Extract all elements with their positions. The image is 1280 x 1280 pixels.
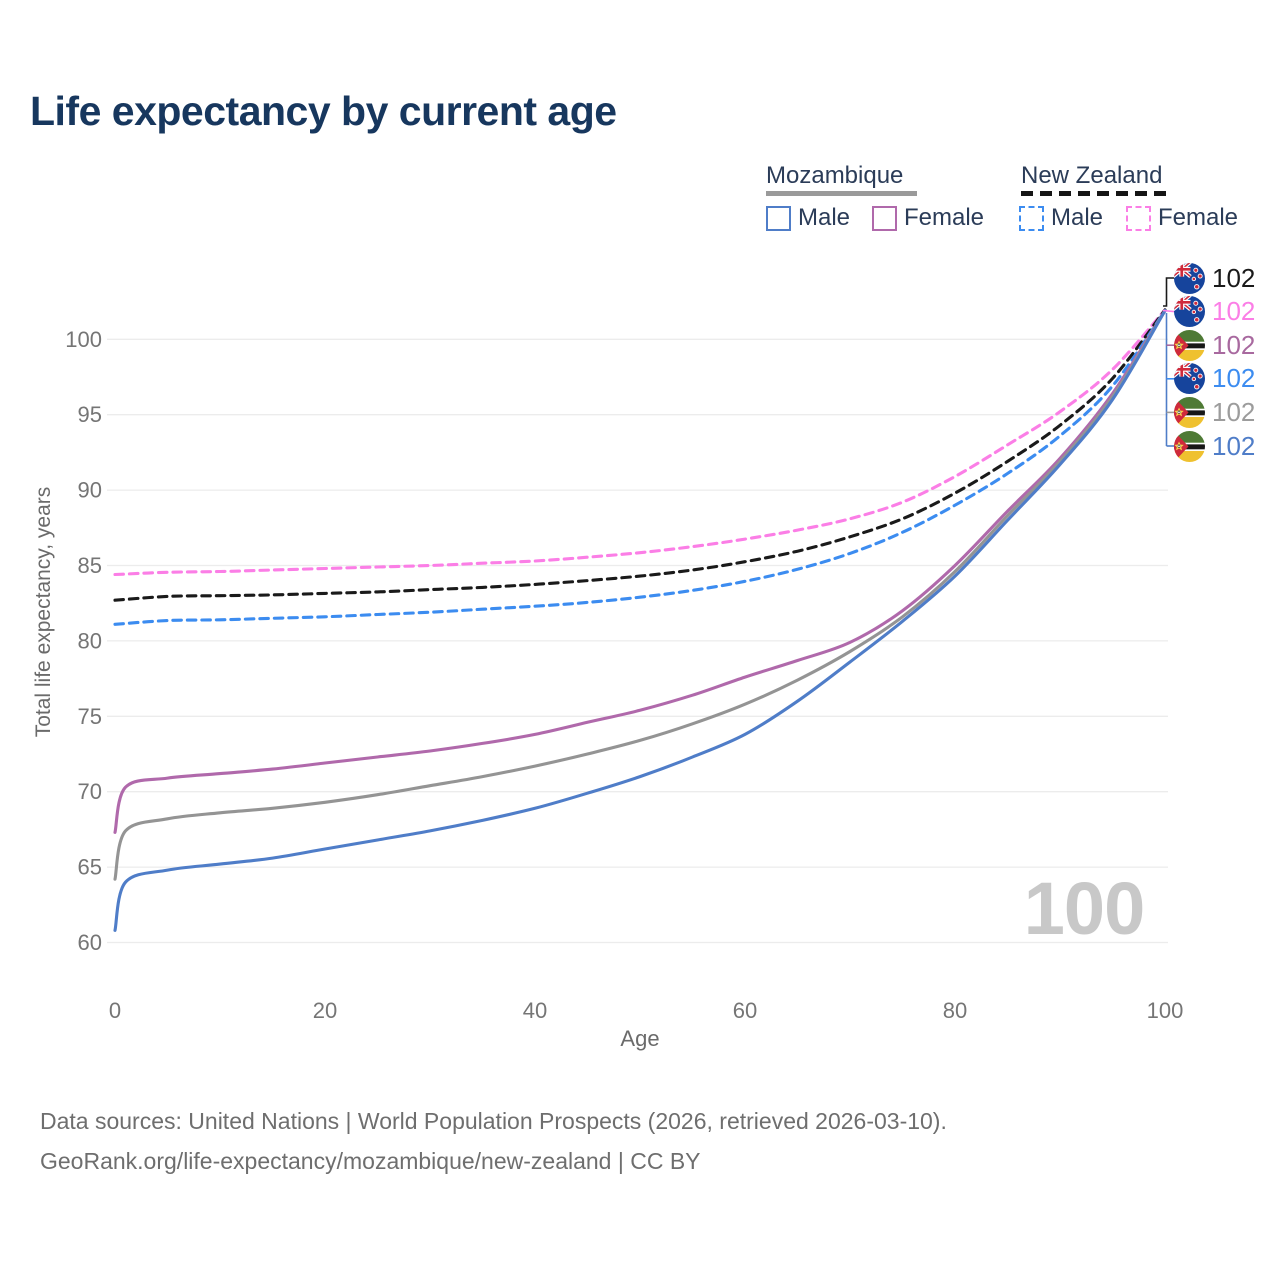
- legend-swatch-solid-blue-icon: [766, 205, 791, 231]
- series-line-mozambique-male: [113, 309, 1167, 932]
- footer-data-sources: Data sources: United Nations | World Pop…: [40, 1108, 947, 1134]
- end-label-row: 102: [1174, 262, 1256, 294]
- legend-underline-dashed: [1021, 191, 1170, 196]
- series-line-mozambique-female: [113, 309, 1167, 834]
- endpoint-value-label: 102: [1212, 396, 1256, 427]
- x-tick-label: 20: [313, 998, 337, 1023]
- x-tick-label: 100: [1147, 998, 1184, 1023]
- x-tick-label: 40: [523, 998, 547, 1023]
- endpoint-value-label: 102: [1212, 262, 1256, 293]
- y-tick-label: 60: [78, 930, 102, 955]
- series-line-new-zealand-male: [113, 309, 1167, 626]
- legend-item-label: Male: [1051, 204, 1104, 231]
- legend-item-label: Female: [1158, 204, 1239, 231]
- end-label-row: 102: [1174, 396, 1256, 428]
- hover-age-watermark: 100: [1023, 867, 1145, 950]
- series-line-new-zealand-total: [113, 308, 1167, 602]
- endpoint-value-label: 102: [1212, 430, 1256, 461]
- mozambique-flag-icon: [1174, 430, 1205, 462]
- footer-attribution: GeoRank.org/life-expectancy/mozambique/n…: [40, 1148, 701, 1174]
- new-zealand-flag-icon: [1174, 262, 1205, 294]
- legend-item-mozambique-male[interactable]: Male: [766, 204, 850, 232]
- x-axis-title: Age: [620, 1026, 660, 1051]
- y-tick-label: 65: [78, 855, 102, 880]
- legend-swatch-dashed-blue-icon: [1019, 205, 1044, 231]
- y-tick-label: 70: [78, 779, 102, 804]
- mozambique-flag-icon: [1174, 329, 1205, 361]
- y-tick-label: 80: [78, 628, 102, 653]
- page-title: Life expectancy by current age: [30, 88, 617, 134]
- y-tick-label: 100: [65, 327, 102, 352]
- endpoint-value-label: 102: [1212, 329, 1256, 360]
- mozambique-flag-icon: [1174, 396, 1205, 428]
- legend-item-label: Male: [798, 204, 851, 231]
- legend-swatch-solid-purple-icon: [872, 205, 897, 231]
- legend-swatch-dashed-pink-icon: [1126, 205, 1151, 231]
- x-tick-label: 0: [109, 998, 121, 1023]
- y-tick-label: 95: [78, 402, 102, 427]
- new-zealand-flag-icon: [1174, 363, 1205, 395]
- series-line-new-zealand-female: [113, 308, 1167, 577]
- endpoint-value-label: 102: [1212, 363, 1256, 394]
- y-tick-label: 90: [78, 478, 102, 503]
- new-zealand-flag-icon: [1174, 296, 1205, 328]
- legend-group-title-new-zealand: New Zealand: [1021, 162, 1163, 189]
- series-line-mozambique-total: [113, 309, 1167, 881]
- leader-line: [1162, 309, 1175, 313]
- legend-item-mozambique-female[interactable]: Female: [872, 204, 984, 232]
- end-label-row: 102: [1174, 329, 1256, 361]
- legend-group-title-mozambique: Mozambique: [766, 162, 904, 189]
- end-label-row: 102: [1174, 430, 1256, 462]
- leader-line: [1163, 277, 1174, 307]
- y-axis-title: Total life expectancy, years: [32, 486, 55, 738]
- x-tick-label: 60: [733, 998, 757, 1023]
- x-tick-label: 80: [943, 998, 967, 1023]
- endpoint-value-label: 102: [1212, 296, 1256, 327]
- legend-item-new-zealand-female[interactable]: Female: [1126, 204, 1238, 232]
- legend-underline-solid: [766, 191, 917, 196]
- legend-item-new-zealand-male[interactable]: Male: [1019, 204, 1103, 232]
- legend-item-label: Female: [904, 204, 985, 231]
- y-tick-label: 85: [78, 553, 102, 578]
- end-label-row: 102: [1174, 296, 1256, 328]
- end-label-row: 102: [1174, 363, 1256, 395]
- line-chart[interactable]: 60 65 70 75 80 85 90 95 100 0 20 40 60 80 100: [0, 0, 1280, 1080]
- y-tick-label: 75: [78, 704, 102, 729]
